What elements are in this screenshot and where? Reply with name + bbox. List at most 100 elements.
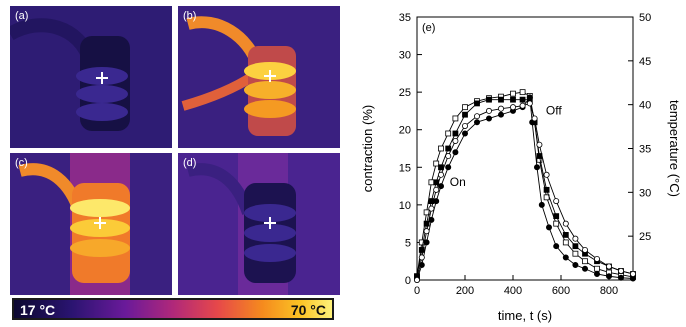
y-right-tick-label: 40: [639, 100, 651, 112]
thermal-panel-a: (a): [10, 6, 172, 148]
data-point: [553, 220, 560, 227]
x-tick-label: 600: [552, 285, 570, 297]
series-line-4: [416, 102, 634, 281]
data-point: [438, 183, 445, 190]
data-point: [445, 145, 452, 152]
y-right-tick-label: 35: [639, 144, 651, 156]
data-point: [462, 122, 469, 129]
y-tick-label: 15: [399, 162, 411, 174]
data-point: [581, 265, 588, 272]
x-tick-label: 200: [456, 285, 474, 297]
x-tick-label: 0: [414, 285, 420, 297]
y-tick-label: 25: [399, 87, 411, 99]
y-axis-label: contraction (%): [360, 105, 375, 192]
data-point: [605, 273, 612, 280]
temperature-colorbar: 17 °C 70 °C: [12, 298, 334, 320]
data-point: [617, 274, 624, 281]
data-point: [445, 130, 452, 137]
data-point: [462, 111, 468, 118]
thermal-panel-b: (b): [178, 6, 340, 148]
y-tick-label: 20: [399, 125, 411, 137]
data-point: [428, 198, 435, 205]
data-point: [553, 243, 560, 250]
panel-a-label: (a): [15, 10, 29, 22]
data-point: [617, 267, 624, 274]
data-point: [543, 171, 550, 178]
data-point: [629, 270, 636, 277]
data-point: [510, 96, 516, 103]
data-point: [562, 254, 569, 261]
data-point: [474, 119, 481, 126]
data-point: [445, 153, 452, 160]
data-point: [531, 115, 538, 122]
data-point: [526, 100, 533, 107]
data-point: [474, 100, 480, 107]
panel-c-label: (c): [15, 157, 28, 169]
data-point: [572, 243, 579, 250]
data-point: [485, 107, 492, 114]
data-point: [418, 247, 425, 253]
y-axis-right-label: temperature (°C): [667, 100, 682, 197]
data-point: [543, 186, 550, 193]
data-point: [519, 96, 526, 103]
colorbar-max-label: 70 °C: [290, 302, 326, 318]
data-point: [498, 96, 504, 103]
data-point: [433, 160, 440, 167]
x-axis-label: time, t (s): [498, 308, 552, 323]
data-point: [433, 198, 440, 205]
data-point: [486, 96, 492, 103]
y-right-tick-label: 30: [639, 187, 651, 199]
data-point: [533, 164, 540, 171]
y-tick-label: 35: [399, 12, 411, 24]
data-point: [509, 104, 516, 111]
thermal-panel-c: (c): [10, 153, 172, 295]
data-point: [593, 270, 600, 277]
thermal-image-grid: (a) (b) (c): [10, 6, 340, 295]
data-point: [474, 113, 481, 120]
chart-axes: 0 5 10 15 20 25 30 35 25 30 35 40 45 50 0 200 400 600 800: [399, 12, 652, 297]
data-point: [414, 276, 421, 283]
data-point: [497, 111, 504, 118]
y-right-tick-label: 50: [639, 12, 651, 24]
thermal-panel-d: (d): [178, 153, 340, 295]
chart-series: On Off: [414, 89, 636, 283]
data-point: [605, 263, 612, 270]
data-point: [510, 90, 516, 97]
data-point: [519, 102, 526, 109]
data-point: [418, 254, 425, 261]
panel-b-label: (b): [183, 10, 197, 22]
x-tick-label: 400: [504, 285, 522, 297]
data-point: [452, 149, 459, 156]
data-point: [452, 137, 459, 144]
colorbar-min-label: 17 °C: [20, 302, 56, 318]
data-point: [428, 205, 435, 212]
panel-d-label: (d): [183, 157, 197, 169]
data-point: [593, 255, 600, 262]
data-point: [445, 164, 452, 171]
annotation-label: On: [450, 175, 466, 189]
data-point: [423, 228, 430, 235]
annotation-label: Off: [546, 104, 562, 118]
data-point: [428, 179, 435, 186]
data-point: [536, 153, 543, 159]
data-point: [519, 89, 526, 96]
data-point: [452, 130, 459, 137]
data-point: [438, 171, 445, 178]
data-point: [485, 115, 492, 122]
data-point: [572, 235, 579, 242]
y-tick-label: 5: [405, 237, 411, 249]
y-tick-label: 0: [405, 275, 411, 287]
data-point: [462, 130, 469, 137]
data-point: [438, 145, 444, 152]
data-point: [581, 246, 588, 253]
data-point: [594, 265, 600, 272]
data-point: [553, 198, 560, 205]
data-point: [545, 224, 552, 231]
y-tick-label: 30: [399, 50, 411, 62]
y-tick-label: 10: [399, 200, 411, 212]
data-point: [582, 258, 588, 265]
data-point: [572, 261, 579, 268]
data-point: [433, 186, 440, 193]
data-point: [423, 239, 430, 246]
